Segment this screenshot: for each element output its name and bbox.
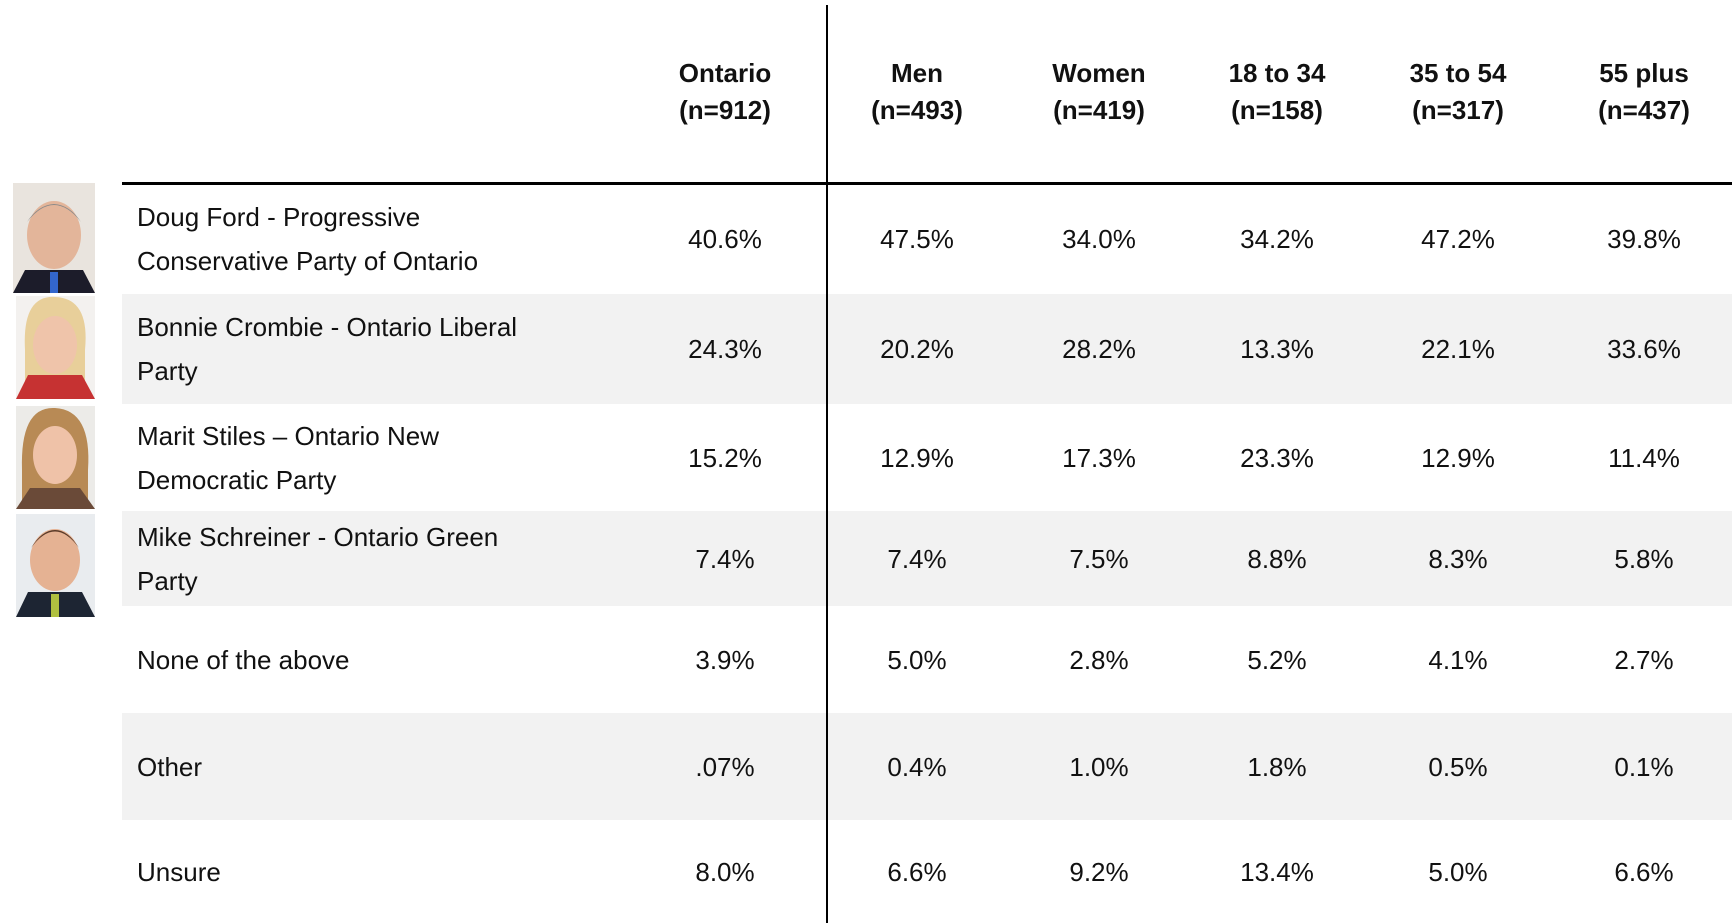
cell: 3.9% [695, 644, 755, 675]
column-header: (n=912) [679, 95, 771, 125]
cell: 39.8% [1607, 223, 1681, 254]
photos [13, 183, 95, 617]
cell: 1.8% [1247, 751, 1307, 782]
cell: .07% [695, 751, 755, 782]
row-label: Unsure [137, 856, 221, 887]
photo [16, 296, 95, 399]
cell: 5.0% [887, 644, 947, 675]
cell: 40.6% [688, 223, 762, 254]
column-header: Women [1052, 58, 1146, 88]
column-header: 35 to 54 [1409, 58, 1507, 88]
cell: 24.3% [688, 334, 762, 364]
cell: 5.0% [1428, 856, 1488, 887]
column-rule [826, 5, 828, 923]
cell: 23.3% [1240, 442, 1314, 473]
cell: 8.0% [695, 856, 755, 887]
row-label: Other [137, 751, 203, 782]
cell: 6.6% [887, 856, 947, 887]
cell: 1.0% [1069, 751, 1129, 782]
photo [16, 514, 95, 617]
row-label: Mike Schreiner - Ontario Green [137, 521, 499, 552]
header-rule [122, 182, 1732, 185]
cell: 0.4% [887, 751, 947, 782]
cell: 2.7% [1614, 644, 1674, 675]
cell: 0.5% [1428, 751, 1488, 782]
cell: 7.5% [1069, 543, 1129, 574]
cell: 5.8% [1614, 543, 1674, 574]
row-shade [122, 713, 1732, 820]
cell: 0.1% [1614, 751, 1674, 782]
cell: 8.8% [1247, 543, 1307, 574]
cell: 9.2% [1069, 856, 1129, 887]
column-header: 55 plus [1599, 58, 1689, 88]
column-header: (n=437) [1598, 95, 1690, 125]
cell: 20.2% [880, 334, 954, 364]
cell: 15.2% [688, 442, 762, 473]
column-header: (n=158) [1231, 95, 1323, 125]
cell: 17.3% [1062, 442, 1136, 473]
cell: 12.9% [1421, 442, 1495, 473]
row-label: Conservative Party of Ontario [137, 245, 479, 276]
cell: 33.6% [1607, 334, 1681, 364]
cell: 11.4% [1608, 442, 1680, 473]
row-label: None of the above [137, 644, 350, 675]
cell: 47.5% [880, 223, 954, 254]
row-label: Doug Ford - Progressive [137, 201, 421, 232]
row-label: Party [137, 565, 198, 596]
cell: 34.2% [1240, 223, 1314, 254]
cell: 2.8% [1069, 644, 1129, 675]
row-label: Bonnie Crombie - Ontario Liberal [137, 312, 518, 342]
row-label: Democratic Party [137, 464, 337, 495]
column-header: (n=317) [1412, 95, 1504, 125]
row-shade [122, 294, 1732, 404]
cell: 13.3% [1240, 334, 1314, 364]
cell: 5.2% [1247, 644, 1307, 675]
cell: 12.9% [880, 442, 954, 473]
cell: 13.4% [1240, 856, 1314, 887]
cell: 34.0% [1062, 223, 1136, 254]
cell: 47.2% [1421, 223, 1495, 254]
column-header: (n=419) [1053, 95, 1145, 125]
row-shade [122, 511, 1732, 606]
row-label: Marit Stiles – Ontario New [137, 420, 439, 451]
cell: 6.6% [1614, 856, 1674, 887]
row-label: Party [137, 356, 198, 386]
cell: 7.4% [887, 543, 947, 574]
cell: 8.3% [1428, 543, 1488, 574]
cell: 4.1% [1428, 644, 1488, 675]
cell: 22.1% [1421, 334, 1495, 364]
photo [16, 406, 95, 509]
column-header: 18 to 34 [1228, 58, 1326, 88]
column-header: Ontario [678, 58, 772, 88]
column-header: (n=493) [871, 95, 963, 125]
cell: 28.2% [1062, 334, 1136, 364]
photo [13, 183, 95, 293]
cell: 7.4% [695, 543, 755, 574]
column-header: Men [891, 58, 943, 88]
